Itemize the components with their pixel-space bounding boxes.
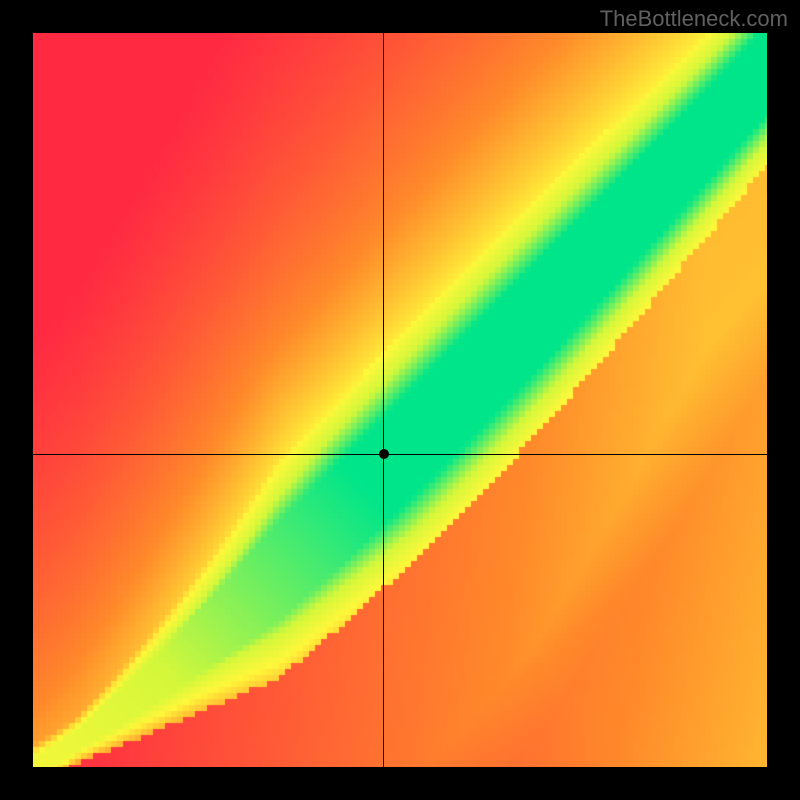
chart-container: TheBottleneck.com (0, 0, 800, 800)
data-point-marker (379, 449, 389, 459)
heatmap-plot (33, 33, 767, 767)
heatmap-canvas (33, 33, 767, 767)
crosshair-vertical (383, 33, 384, 767)
crosshair-horizontal (33, 454, 767, 455)
watermark-text: TheBottleneck.com (600, 6, 788, 32)
